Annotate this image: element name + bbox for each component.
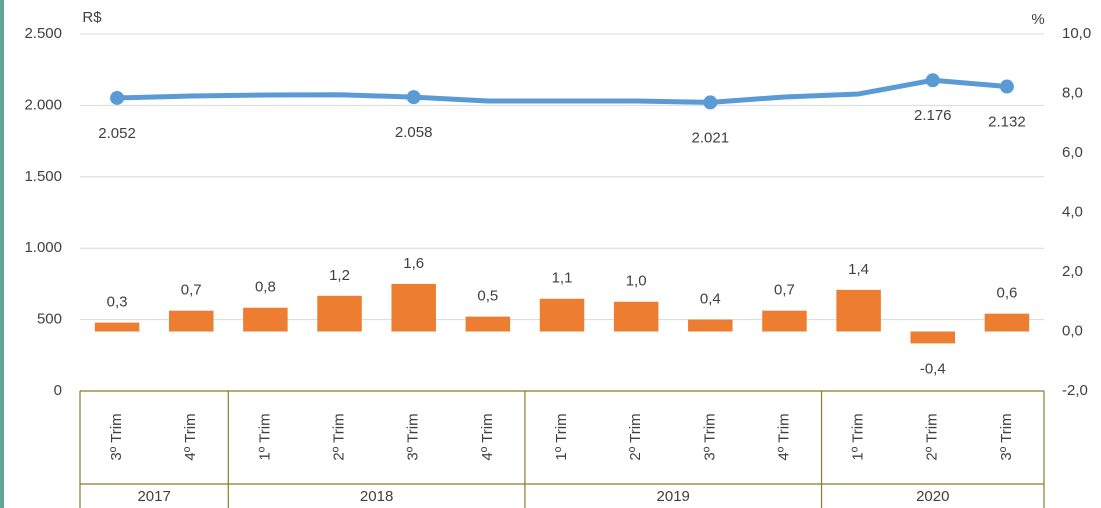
data-label: 0,4 bbox=[700, 291, 721, 308]
y2-tick-label: 4,0 bbox=[1062, 203, 1083, 220]
data-label: 2.176 bbox=[914, 107, 952, 124]
group-label: 2020 bbox=[916, 488, 949, 505]
data-label: 0,5 bbox=[477, 288, 498, 305]
bar bbox=[243, 307, 288, 332]
y2-tick-label: 10,0 bbox=[1062, 25, 1091, 42]
line-marker bbox=[925, 73, 940, 88]
x-tick-label: 1º Trim bbox=[553, 413, 570, 460]
y-tick-label: 2.500 bbox=[24, 25, 62, 42]
x-tick-label: 2º Trim bbox=[924, 413, 941, 460]
y-tick-label: 0 bbox=[54, 382, 62, 399]
group-label: 2017 bbox=[137, 488, 170, 505]
x-tick-label: 4º Trim bbox=[479, 413, 496, 460]
x-tick-label: 3º Trim bbox=[108, 413, 125, 460]
line-marker bbox=[406, 90, 421, 105]
bar bbox=[836, 289, 881, 332]
data-label: 1,4 bbox=[848, 261, 869, 278]
data-label: 2.052 bbox=[98, 125, 136, 142]
line-marker bbox=[703, 95, 718, 110]
group-label: 2019 bbox=[657, 488, 690, 505]
bar bbox=[539, 298, 585, 332]
bar bbox=[465, 316, 511, 332]
data-label: 1,1 bbox=[552, 270, 573, 287]
x-tick-label: 3º Trim bbox=[998, 413, 1015, 460]
x-tick-label: 3º Trim bbox=[701, 413, 718, 460]
bar bbox=[391, 283, 436, 332]
line-marker bbox=[999, 79, 1014, 94]
bar bbox=[910, 331, 956, 344]
y-tick-label: 500 bbox=[37, 311, 62, 328]
bar bbox=[168, 310, 214, 332]
data-label: 1,0 bbox=[626, 273, 647, 290]
data-label: 1,6 bbox=[403, 255, 424, 272]
x-tick-label: 2º Trim bbox=[331, 413, 348, 460]
data-label: 0,3 bbox=[107, 294, 128, 311]
data-label: 0,6 bbox=[996, 285, 1017, 302]
data-label: 0,8 bbox=[255, 279, 276, 296]
group-label: 2018 bbox=[360, 488, 393, 505]
x-tick-label: 4º Trim bbox=[182, 413, 199, 460]
y2-tick-label: 8,0 bbox=[1062, 84, 1083, 101]
x-tick-label: 3º Trim bbox=[405, 413, 422, 460]
y2-tick-label: -2,0 bbox=[1062, 382, 1088, 399]
y-tick-label: 1.500 bbox=[24, 168, 62, 185]
y2-unit: % bbox=[1031, 11, 1044, 28]
x-tick-label: 2º Trim bbox=[627, 413, 644, 460]
line bbox=[117, 77, 1008, 105]
data-label: -0,4 bbox=[920, 360, 946, 377]
x-tick-label: 1º Trim bbox=[850, 413, 867, 460]
y-tick-label: 2.000 bbox=[24, 96, 62, 113]
data-label: 2.132 bbox=[988, 114, 1026, 131]
bar bbox=[94, 322, 140, 332]
data-label: 2.021 bbox=[692, 129, 730, 146]
line-marker bbox=[110, 90, 125, 105]
y2-tick-label: 0,0 bbox=[1062, 322, 1083, 339]
y-tick-label: 1.000 bbox=[24, 239, 62, 256]
bar bbox=[613, 301, 659, 332]
x-tick-label: 1º Trim bbox=[256, 413, 273, 460]
x-tick-label: 4º Trim bbox=[775, 413, 792, 460]
bar bbox=[984, 313, 1030, 332]
data-label: 0,7 bbox=[181, 282, 202, 299]
y2-tick-label: 2,0 bbox=[1062, 263, 1083, 280]
bar bbox=[762, 310, 807, 332]
bar bbox=[317, 295, 362, 332]
y-unit: R$ bbox=[82, 9, 102, 26]
bar bbox=[688, 319, 733, 332]
data-label: 2.058 bbox=[395, 124, 433, 141]
y2-tick-label: 6,0 bbox=[1062, 144, 1083, 161]
data-label: 0,7 bbox=[774, 282, 795, 299]
data-label: 1,2 bbox=[329, 267, 350, 284]
left-border bbox=[0, 0, 4, 508]
